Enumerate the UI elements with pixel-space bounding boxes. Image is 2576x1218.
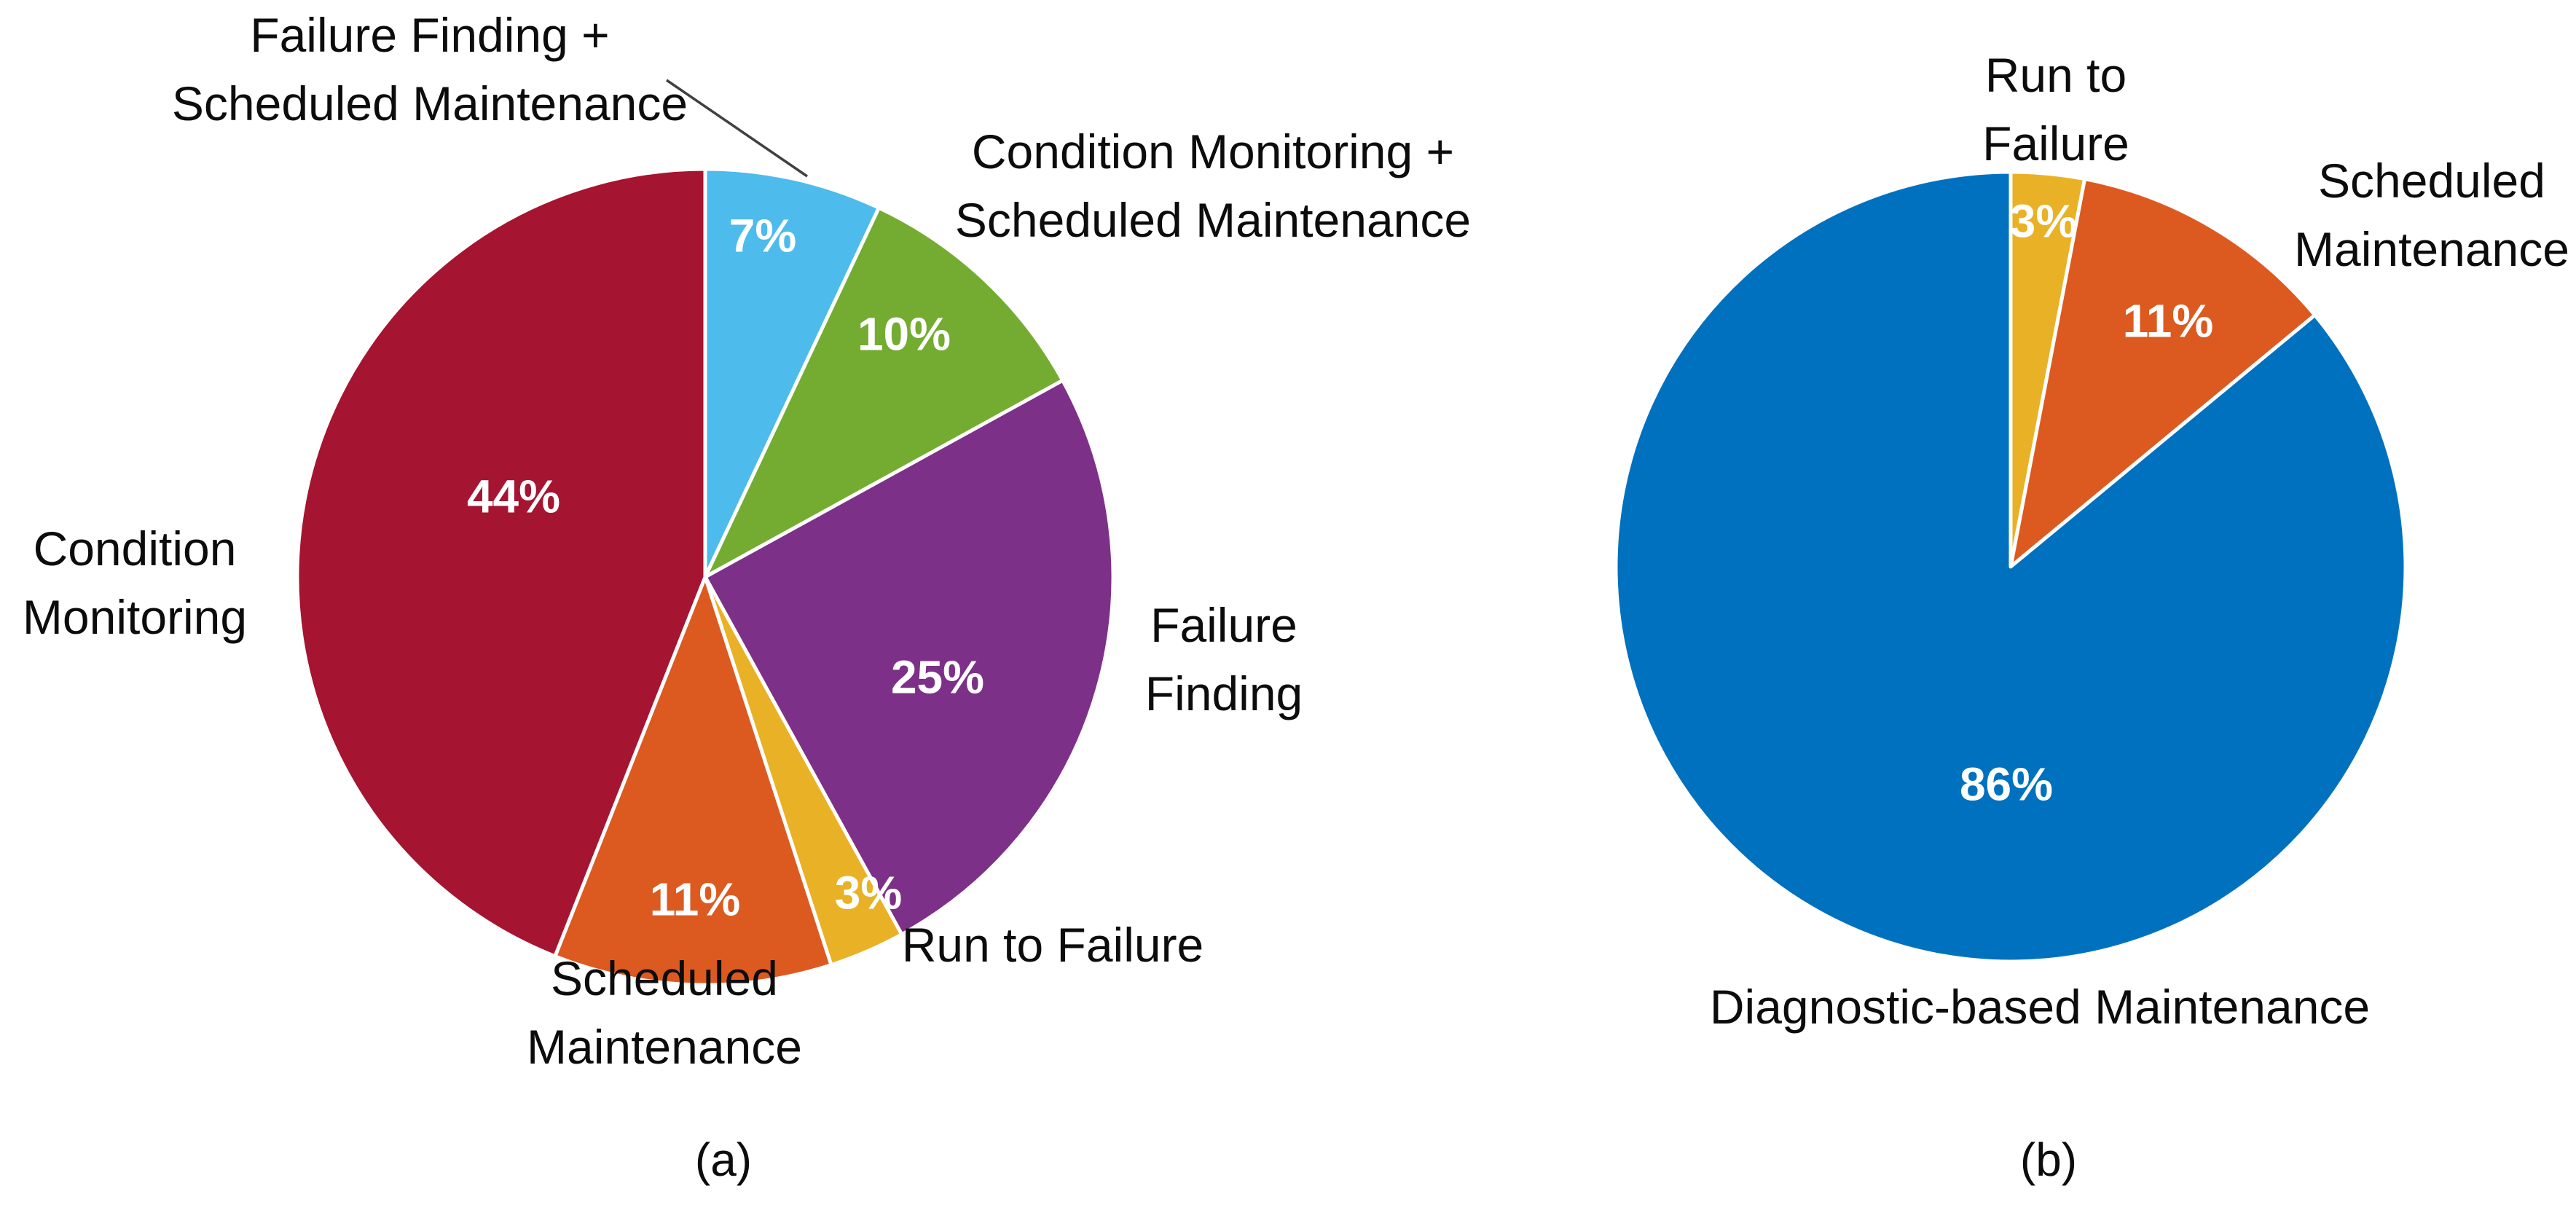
pct-label-b-scheduled-maintenance: 11%: [2123, 294, 2214, 347]
label-scheduled-maintenance-a: Scheduled Maintenance: [527, 944, 802, 1081]
label-line: Scheduled: [551, 951, 778, 1005]
label-line: Maintenance: [527, 1020, 802, 1074]
pct-label-b-run-to-failure: 3%: [2010, 195, 2078, 247]
label-line: Maintenance: [2294, 222, 2569, 276]
label-failure-finding-plus-scheduled-maintenance: Failure Finding + Scheduled Maintenance: [172, 1, 688, 138]
pie-a-slice-scheduled-maintenance: [553, 575, 833, 987]
label-scheduled-maintenance-b: Scheduled Maintenance: [2294, 146, 2569, 283]
label-line: Failure: [1150, 598, 1297, 652]
leader-line-to-7pct-slice: [666, 79, 808, 178]
label-run-to-failure-b: Run to Failure: [1982, 41, 2129, 178]
subfigure-caption-a: (a): [694, 1133, 753, 1186]
label-line: Failure: [1982, 117, 2129, 170]
label-line: Failure Finding +: [250, 8, 610, 62]
label-line: Run to Failure: [901, 918, 1204, 972]
pie-chart-b: 3% 11% 86%: [1614, 170, 2408, 964]
pie-a-slice-condition-monitoring: [295, 167, 707, 959]
pie-a-slice-condition-monitoring-scheduled-maintenance: [703, 205, 1065, 579]
label-line: Finding: [1144, 667, 1303, 720]
label-run-to-failure-a: Run to Failure: [902, 911, 1204, 979]
label-line: Scheduled: [2318, 154, 2545, 208]
pct-label-a-scheduled-maintenance: 11%: [650, 873, 741, 925]
label-line: Condition Monitoring +: [971, 125, 1455, 178]
label-line: Scheduled Maintenance: [171, 76, 688, 130]
pie-b-slice-scheduled-maintenance: [2008, 177, 2317, 569]
pie-b-slice-diagnostic-based-maintenance: [1614, 170, 2408, 964]
label-failure-finding: Failure Finding: [1145, 591, 1303, 728]
label-line: Monitoring: [22, 590, 248, 644]
pct-label-a-failure-finding-scheduled-maintenance: 7%: [729, 209, 797, 262]
label-line: Condition: [33, 522, 237, 575]
pct-label-a-condition-monitoring: 44%: [467, 470, 560, 522]
label-condition-monitoring-plus-scheduled-maintenance: Condition Monitoring + Scheduled Mainten…: [955, 117, 1471, 254]
subfigure-caption-b: (b): [2019, 1133, 2078, 1186]
label-condition-monitoring: Condition Monitoring: [23, 514, 247, 651]
label-diagnostic-based-maintenance: Diagnostic-based Maintenance: [1710, 973, 2370, 1041]
label-line: Scheduled Maintenance: [954, 193, 1472, 247]
pie-a-slice-failure-finding-scheduled-maintenance: [703, 167, 881, 579]
pct-label-a-failure-finding: 25%: [891, 651, 984, 703]
label-line: Diagnostic-based Maintenance: [1709, 980, 2371, 1034]
pct-label-a-condition-monitoring-scheduled-maintenance: 10%: [857, 307, 951, 360]
pie-chart-a: 7% 10% 25% 3% 11% 44%: [295, 167, 1115, 987]
label-line: Run to: [1984, 48, 2127, 102]
pct-label-b-diagnostic-based-maintenance: 86%: [1960, 758, 2053, 810]
pie-a-slice-failure-finding: [703, 378, 1115, 937]
pct-label-a-run-to-failure: 3%: [835, 866, 903, 919]
